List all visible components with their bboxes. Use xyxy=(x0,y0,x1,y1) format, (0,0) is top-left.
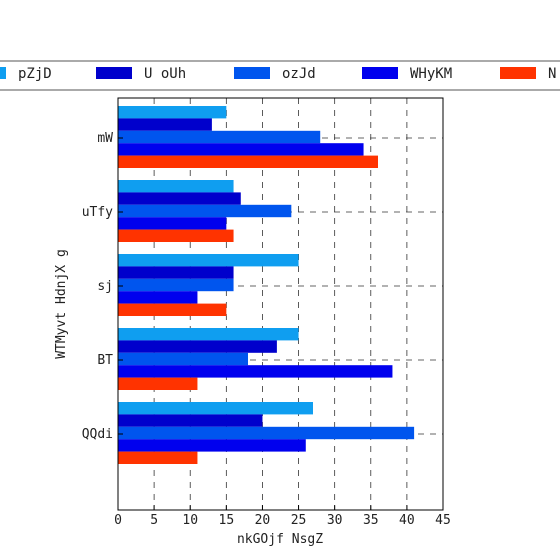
bar-whykm-mw xyxy=(118,143,364,156)
x-tick-label: 15 xyxy=(219,513,235,528)
legend-swatch xyxy=(0,67,6,79)
bar-ozjd-qqdi xyxy=(118,426,415,440)
legend-label: N xyxy=(548,66,556,82)
x-tick-label: 30 xyxy=(327,513,343,528)
x-tick-label: 35 xyxy=(363,513,379,528)
legend-swatch xyxy=(362,67,398,79)
plot-area-frame xyxy=(117,97,444,511)
bar-ozjd-sj xyxy=(118,278,234,292)
bar-u-ouh-bt xyxy=(118,340,277,353)
bar-u-ouh-sj xyxy=(118,266,234,279)
legend: pZjD U oUh ozJd WHyKM N xyxy=(0,60,560,91)
legend-swatch xyxy=(500,67,536,79)
x-axis: 0 5 10 15 20 25 30 35 40 45 xyxy=(114,505,451,528)
bar-n-sj xyxy=(118,303,227,316)
bar-ozjd-utfy xyxy=(118,204,292,218)
bar-whykm-bt xyxy=(118,365,393,378)
bar-n-bt xyxy=(118,377,198,390)
y-tick-label: uTfy xyxy=(82,205,113,220)
y-tick-label: QQdi xyxy=(82,427,113,442)
bar-ozjd-mw xyxy=(118,130,321,144)
bar-whykm-sj xyxy=(118,291,198,304)
bar-whykm-qqdi xyxy=(118,439,306,452)
legend-label: ozJd xyxy=(282,66,316,82)
bars xyxy=(118,106,415,464)
x-tick-label: 40 xyxy=(399,513,415,528)
bar-pzjd-mw xyxy=(118,106,227,119)
bar-n-utfy xyxy=(118,229,234,242)
legend-label: WHyKM xyxy=(410,66,452,82)
legend-label: U oUh xyxy=(144,66,186,82)
y-tick-label: sj xyxy=(97,279,113,294)
x-tick-label: 10 xyxy=(182,513,198,528)
bar-u-ouh-mw xyxy=(118,118,212,131)
bar-whykm-utfy xyxy=(118,217,227,230)
legend-swatch xyxy=(234,67,270,79)
y-tick-label: BT xyxy=(97,353,113,368)
bar-ozjd-bt xyxy=(118,352,248,366)
x-tick-label: 45 xyxy=(435,513,451,528)
bar-pzjd-sj xyxy=(118,254,299,267)
x-axis-title: nkGOjf NsgZ xyxy=(237,532,323,547)
bar-pzjd-qqdi xyxy=(118,402,313,415)
y-axis-title: WTMyvt HdnjX g xyxy=(54,249,69,359)
bar-pzjd-bt xyxy=(118,328,299,341)
y-axis: mW uTfy sj BT QQdi xyxy=(82,131,123,442)
legend-label: pZjD xyxy=(18,66,52,82)
bar-pzjd-utfy xyxy=(118,180,234,193)
y-tick-label: mW xyxy=(97,131,113,146)
x-tick-label: 0 xyxy=(114,513,122,528)
x-tick-label: 25 xyxy=(291,513,307,528)
bar-n-mw xyxy=(118,155,378,168)
x-tick-label: 5 xyxy=(150,513,158,528)
x-tick-label: 20 xyxy=(255,513,271,528)
bar-u-ouh-qqdi xyxy=(118,414,263,427)
bar-u-ouh-utfy xyxy=(118,192,241,205)
bar-n-qqdi xyxy=(118,451,198,464)
legend-swatch xyxy=(96,67,132,79)
